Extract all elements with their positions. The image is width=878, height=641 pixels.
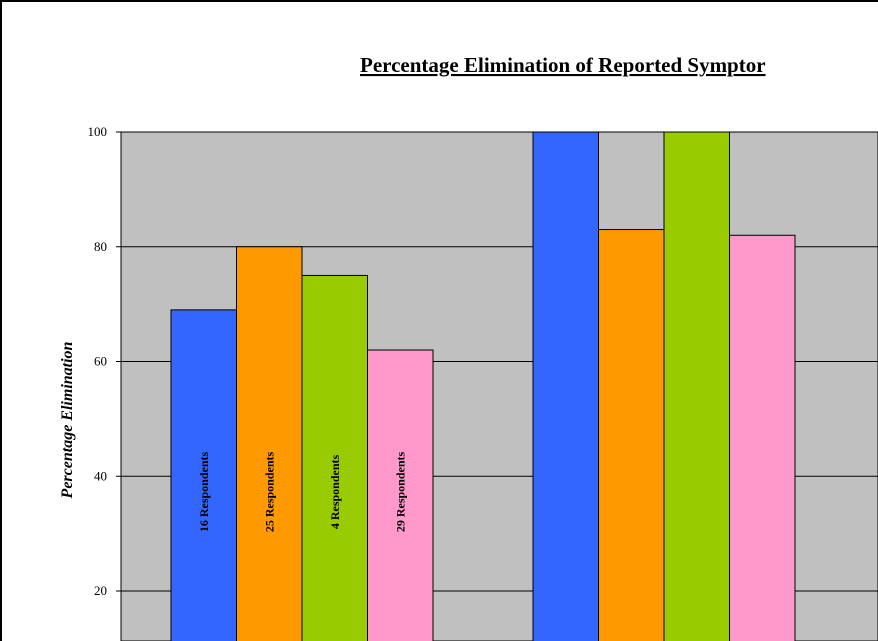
bar-series-2-group-1 <box>236 246 303 641</box>
y-axis-ticks: 20 40 60 80 100 <box>88 124 121 598</box>
bar-series-1-group-1 <box>170 309 237 641</box>
bar-series-4-group-2 <box>729 234 796 641</box>
bar-label: 29 Respondents <box>393 452 407 533</box>
bar-series-4-group-1 <box>367 349 434 641</box>
bar-label: 16 Respondents <box>197 452 211 533</box>
bar-series-3-group-2 <box>663 131 730 641</box>
bars-layer <box>170 131 796 641</box>
y-tick-label: 60 <box>94 354 107 369</box>
bar-series-2-group-2 <box>598 229 665 641</box>
y-tick-label: 40 <box>94 468 107 483</box>
y-tick-label: 80 <box>94 239 107 254</box>
chart-title: Percentage Elimination of Reported Sympt… <box>360 53 766 77</box>
bar-series-3-group-1 <box>301 274 368 641</box>
bar-labels: 16 Respondents 25 Respondents 4 Respondent… <box>197 452 408 533</box>
bar-series-1-group-2 <box>532 131 599 641</box>
y-tick-label: 20 <box>94 583 107 598</box>
y-tick-label: 100 <box>88 124 108 139</box>
bar-label: 4 Respondents <box>328 455 342 530</box>
bar-label: 25 Respondents <box>262 452 276 533</box>
y-axis-label: Percentage Elimination <box>59 341 76 499</box>
